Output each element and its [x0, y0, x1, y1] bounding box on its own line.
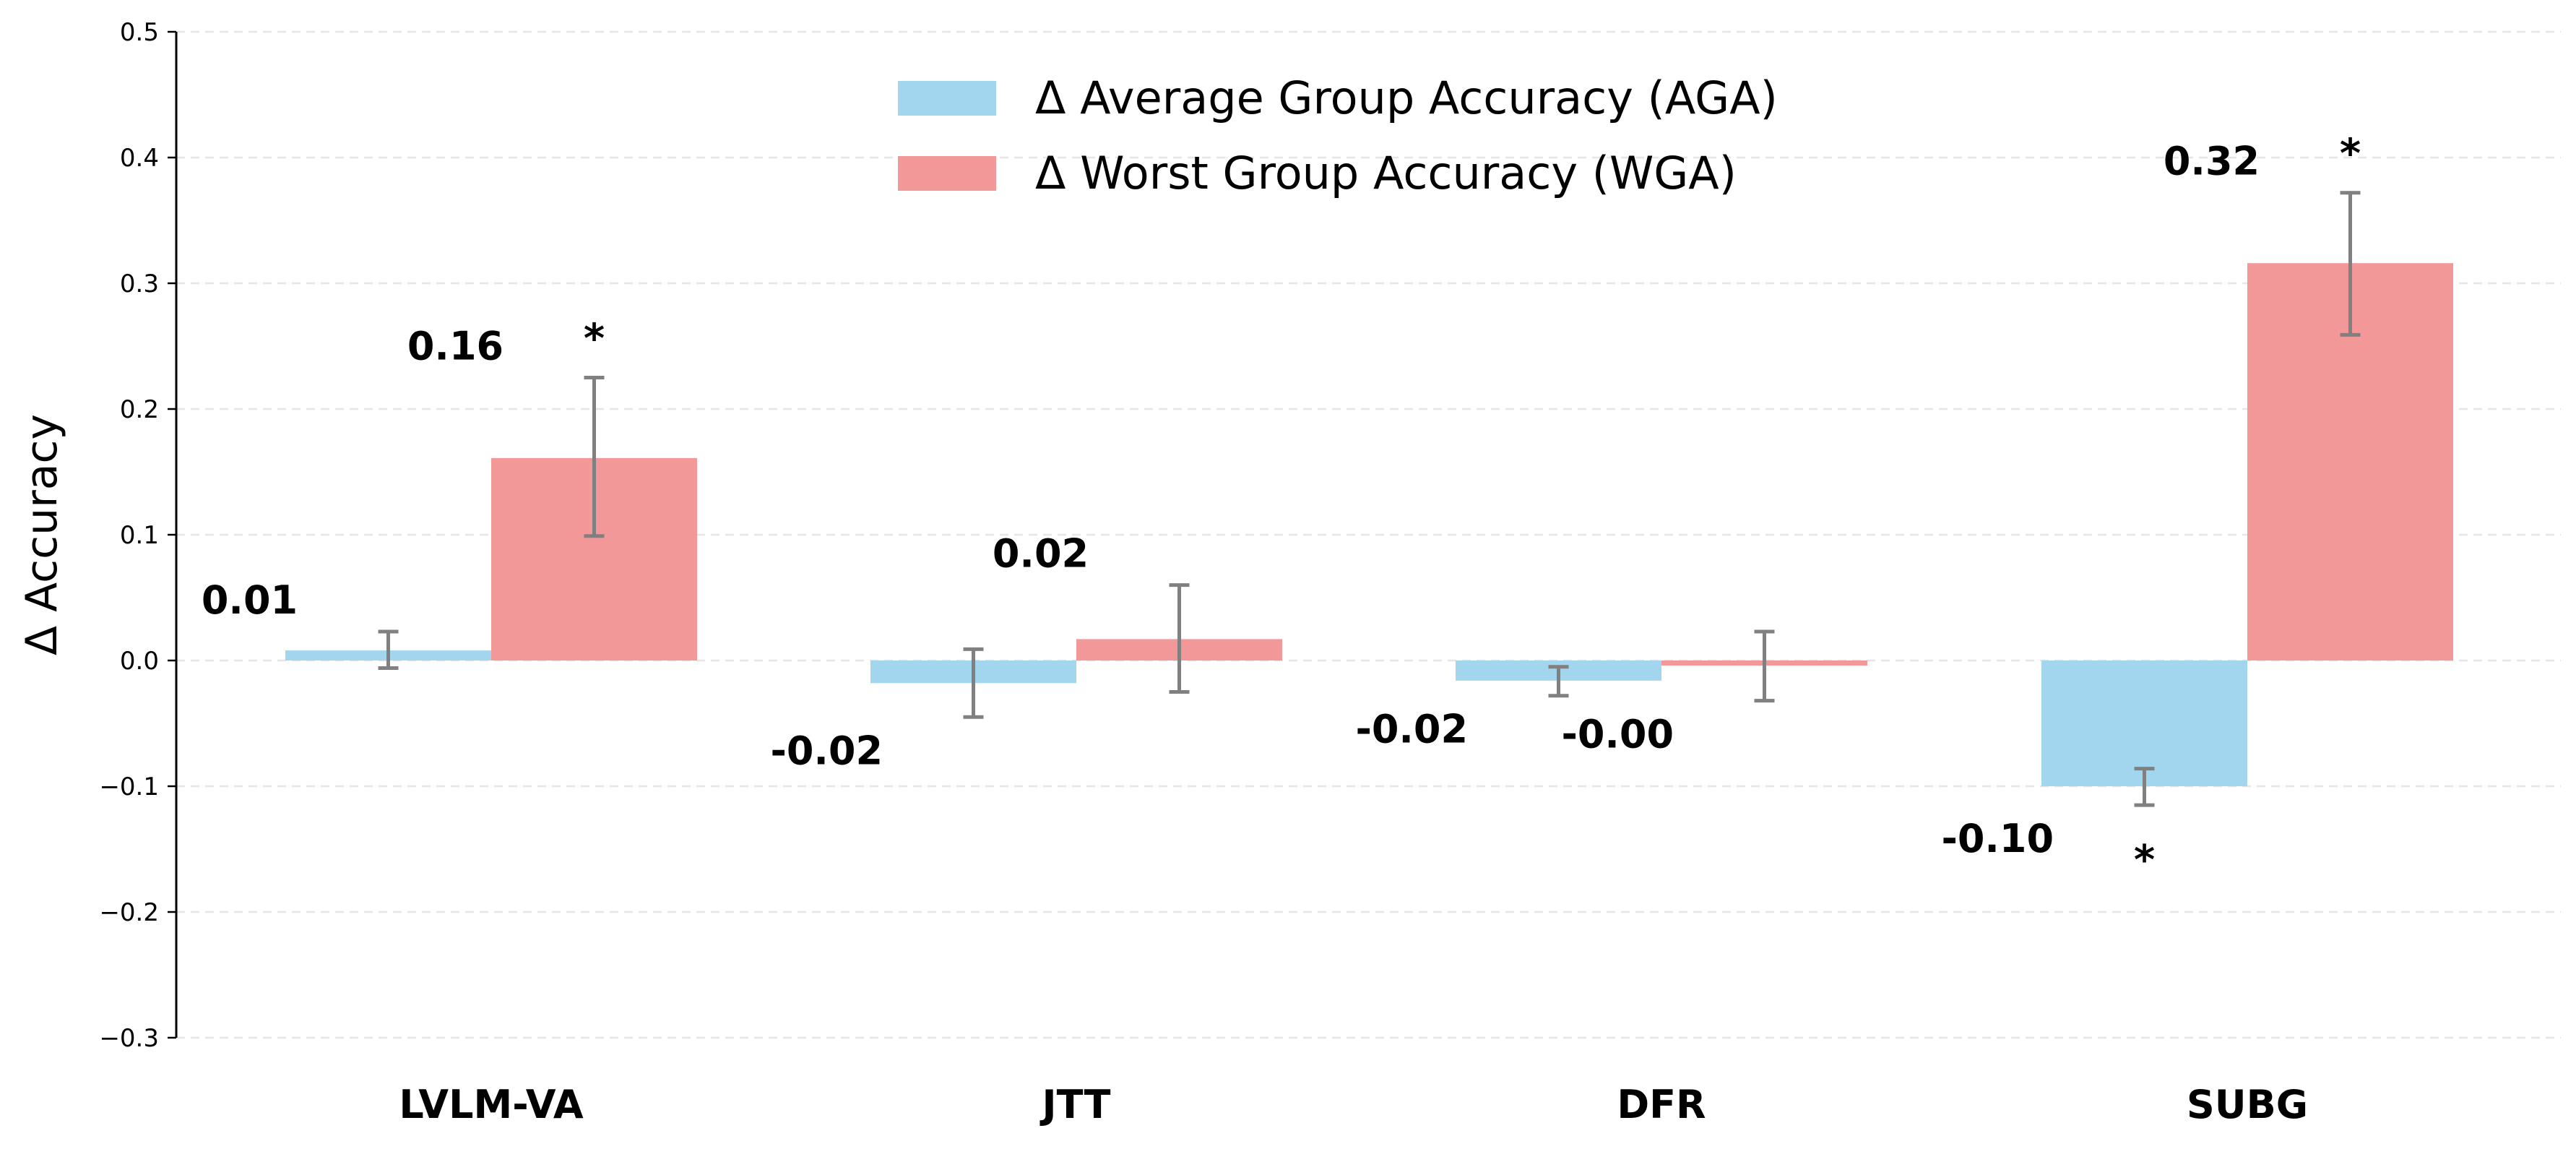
y-tick-label: 0.3	[120, 270, 159, 298]
x-tick-label: SUBG	[2187, 1082, 2308, 1127]
y-tick-label: −0.1	[99, 773, 159, 801]
data-label: -0.00	[1561, 712, 1674, 757]
y-tick-label: 0.0	[120, 647, 159, 676]
y-axis-title: Δ Accuracy	[17, 414, 67, 655]
data-label: 0.02	[993, 531, 1089, 577]
data-label: -0.02	[1355, 707, 1468, 752]
significance-marker: *	[584, 316, 605, 363]
data-label: 0.32	[2164, 139, 2260, 184]
x-tick-label: DFR	[1617, 1082, 1706, 1127]
y-tick-label: 0.5	[120, 18, 159, 47]
x-tick-label: LVLM-VA	[399, 1082, 584, 1127]
legend-swatch-aga	[898, 81, 996, 116]
y-tick-label: 0.1	[120, 521, 159, 550]
y-tick-label: −0.2	[99, 898, 159, 927]
legend-swatch-wga	[898, 156, 996, 191]
y-tick-label: 0.2	[120, 395, 159, 424]
data-label: -0.10	[1941, 816, 2054, 861]
legend: Δ Average Group Accuracy (AGA) Δ Worst G…	[898, 72, 1778, 199]
legend-label-aga: Δ Average Group Accuracy (AGA)	[1035, 72, 1778, 124]
legend-label-wga: Δ Worst Group Accuracy (WGA)	[1035, 147, 1737, 199]
bar-aga	[2041, 660, 2247, 786]
significance-marker: *	[2134, 837, 2155, 884]
y-tick-label: −0.3	[99, 1024, 159, 1053]
data-labels: LVLM-VA JTT DFR SUBG 0.01 -0.02 -0.02 -0.10 * 0.1…	[202, 131, 2361, 1127]
y-axis: 0.5 0.4 0.3 0.2 0.1 0.0 −0.1 −0.2 −0.3	[99, 18, 178, 1053]
data-label: -0.02	[770, 728, 883, 773]
y-tick-label: 0.4	[120, 144, 159, 173]
error-bars	[378, 191, 2361, 807]
x-tick-label: JTT	[1039, 1082, 1110, 1127]
data-label: 0.16	[407, 324, 503, 369]
significance-marker: *	[2340, 131, 2361, 178]
data-label: 0.01	[202, 577, 298, 623]
